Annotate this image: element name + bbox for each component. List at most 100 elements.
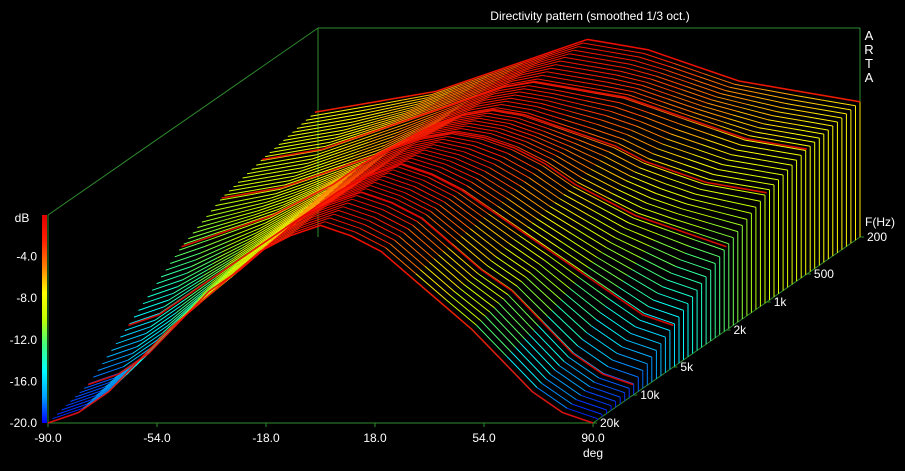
contour-segment	[511, 74, 543, 82]
contour-segment	[651, 78, 682, 90]
contour-segment	[339, 185, 371, 197]
contour-segment	[316, 143, 348, 156]
contour-segment	[327, 182, 359, 200]
contour-segment	[298, 193, 330, 216]
contour-segment	[767, 119, 799, 126]
contour-segment	[664, 69, 696, 81]
contour-segment	[401, 163, 433, 175]
contour-segment	[372, 127, 404, 139]
contour-segment	[633, 217, 664, 230]
contour-segment	[368, 131, 399, 143]
z-tick-label: -16.0	[10, 374, 38, 388]
contour-segment	[147, 286, 178, 298]
contour-segment	[407, 228, 439, 256]
contour-segment	[333, 213, 365, 226]
contour-segment	[386, 205, 418, 222]
contour-segment	[443, 85, 475, 98]
contour-segment	[559, 198, 590, 217]
contour-segment	[563, 361, 595, 383]
contour-segment	[498, 303, 530, 336]
contour-segment	[447, 247, 479, 274]
contour-segment	[699, 188, 731, 196]
contour-segment	[660, 188, 691, 200]
contour-segment	[604, 305, 636, 328]
contour-segment	[345, 170, 377, 187]
contour-segment	[515, 189, 546, 212]
contour-segment	[241, 238, 273, 261]
contour-segment	[509, 123, 540, 135]
contour-line	[111, 175, 657, 379]
contour-segment	[704, 183, 735, 191]
contour-line	[228, 104, 775, 297]
contour-segment	[313, 176, 345, 192]
contour-segment	[353, 175, 385, 187]
contour-segment	[453, 115, 484, 122]
contour-segment	[407, 141, 439, 150]
contour-segment	[295, 190, 327, 208]
contour-segment	[277, 206, 309, 226]
contour-segment	[424, 149, 456, 159]
z-axis-label: dB	[15, 211, 30, 225]
contour-segment	[301, 118, 332, 125]
contour-segment	[506, 355, 538, 388]
contour-segment	[720, 93, 752, 102]
contour-segment	[646, 202, 678, 215]
contour-segment	[554, 369, 586, 392]
contour-segment	[590, 65, 621, 72]
contour-segment	[583, 271, 615, 294]
contour-segment	[519, 91, 550, 98]
contour-line	[133, 160, 680, 364]
contour-segment	[690, 82, 721, 95]
contour-segment	[617, 142, 649, 160]
contour-segment	[347, 202, 379, 214]
contour-segment	[440, 109, 472, 121]
series-line	[87, 191, 634, 386]
contour-segment	[504, 125, 536, 137]
contour-segment	[304, 137, 335, 144]
contour-line	[138, 157, 684, 360]
contour-segment	[312, 181, 344, 204]
contour-segment	[546, 161, 578, 183]
contour-segment	[629, 63, 661, 74]
contour-segment	[524, 88, 555, 95]
contour-segment	[236, 201, 268, 210]
contour-segment	[531, 109, 563, 120]
contour-segment	[272, 167, 304, 174]
contour-segment	[282, 216, 314, 234]
contour-segment	[574, 142, 605, 157]
contour-segment	[391, 138, 422, 151]
contour-segment	[613, 292, 645, 314]
contour-segment	[626, 134, 658, 150]
contour-segment	[522, 115, 554, 127]
contour-segment	[124, 319, 156, 331]
contour-segment	[355, 125, 387, 137]
contour-segment	[224, 246, 256, 268]
contour-segment	[591, 325, 622, 348]
contour-segment	[518, 234, 550, 257]
contour-segment	[732, 114, 764, 125]
contour-segment	[436, 112, 467, 124]
contour-segment	[540, 214, 572, 235]
contour-segment	[306, 171, 337, 184]
contour-segment	[342, 163, 374, 183]
contour-segment	[468, 148, 499, 162]
contour-segment	[340, 105, 372, 112]
contour-segment	[600, 312, 631, 334]
contour-segment	[450, 160, 481, 176]
contour-segment	[298, 161, 330, 173]
contour-segment	[82, 387, 114, 409]
contour-segment	[317, 202, 348, 214]
contour-segment	[530, 138, 561, 154]
contour-segment	[604, 54, 635, 62]
contour-segment	[345, 153, 377, 165]
contour-segment	[506, 197, 537, 220]
contour-segment	[457, 192, 489, 215]
contour-segment	[459, 288, 491, 313]
contour-segment	[576, 399, 607, 411]
contour-segment	[410, 157, 442, 168]
contour-segment	[693, 239, 725, 251]
chart-title: Directivity pattern (smoothed 1/3 oct.)	[490, 9, 689, 23]
contour-segment	[324, 178, 356, 199]
contour-segment	[504, 247, 536, 270]
contour-segment	[438, 141, 469, 150]
